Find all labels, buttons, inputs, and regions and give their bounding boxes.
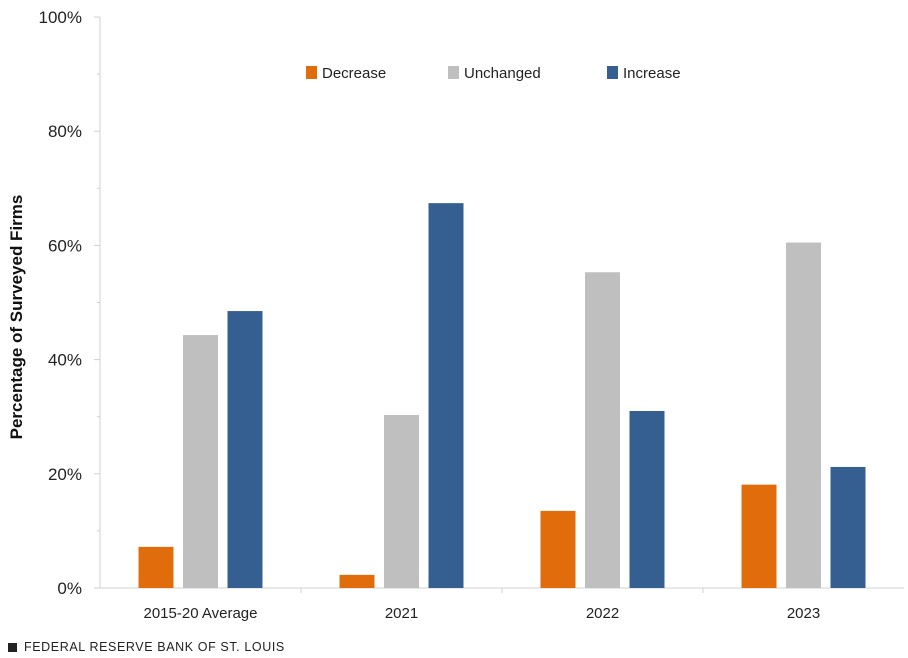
bar-unchanged-0 (183, 335, 218, 588)
legend-swatch-unchanged (448, 66, 459, 79)
legend-swatch-decrease (306, 66, 317, 79)
axes (99, 17, 904, 589)
bar-unchanged-2 (585, 272, 620, 588)
bar-decrease-1 (339, 574, 375, 588)
y-tick-label: 0% (57, 579, 82, 598)
bar-unchanged-3 (786, 242, 821, 589)
x-tick-label: 2015-20 Average (144, 605, 258, 622)
bars (138, 203, 866, 589)
legend-label-decrease: Decrease (322, 65, 386, 82)
x-tick-label: 2023 (787, 605, 820, 622)
bar-increase-1 (428, 203, 464, 588)
bar-unchanged-1 (384, 414, 419, 588)
y-axis-label: Percentage of Surveyed Firms (7, 195, 26, 440)
bar-decrease-0 (138, 546, 174, 588)
y-tick-label: 80% (48, 122, 82, 141)
y-ticks: 0% 20% 40% 60% 80% 100% (39, 8, 100, 598)
bar-decrease-3 (741, 484, 777, 588)
y-tick-label: 100% (39, 8, 82, 27)
x-tick-label: 2021 (385, 605, 418, 622)
x-tick-label: 2022 (586, 605, 619, 622)
bar-increase-0 (227, 311, 263, 588)
bar-increase-2 (629, 410, 665, 588)
source-square-icon (8, 642, 17, 652)
y-tick-label: 60% (48, 236, 82, 255)
source-text: FEDERAL RESERVE BANK OF ST. LOUIS (24, 640, 285, 654)
bar-decrease-2 (540, 510, 576, 588)
legend-label-increase: Increase (623, 65, 681, 82)
y-tick-label: 20% (48, 465, 82, 484)
x-ticks: 2015-20 Average 2021 2022 2023 (144, 588, 820, 622)
legend: Decrease Unchanged Increase (306, 65, 681, 82)
source-note: FEDERAL RESERVE BANK OF ST. LOUIS (8, 640, 285, 654)
legend-label-unchanged: Unchanged (464, 65, 541, 82)
legend-swatch-increase (607, 66, 618, 79)
bar-increase-3 (830, 466, 866, 588)
y-tick-label: 40% (48, 351, 82, 370)
